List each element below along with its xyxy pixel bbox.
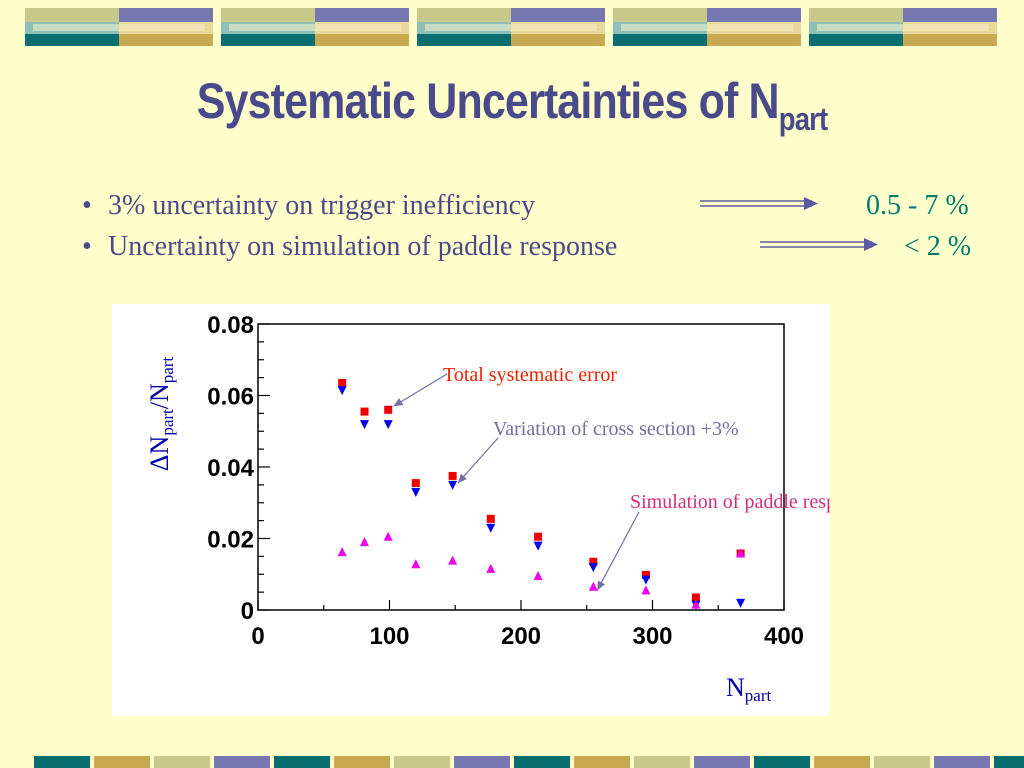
y-axis-label-sub2: part xyxy=(158,357,177,384)
data-point-triangle-down xyxy=(360,420,370,430)
x-axis-label-n: N xyxy=(726,673,745,702)
result-trigger-inefficiency: 0.5 - 7 % xyxy=(866,190,969,221)
data-point-triangle-up xyxy=(588,581,598,591)
data-point-triangle-down xyxy=(486,523,496,533)
data-point-triangle-down xyxy=(588,563,598,573)
data-point-triangle-up xyxy=(383,531,393,541)
annotation-label: Variation of cross section +3% xyxy=(493,418,739,440)
data-point-triangle-down xyxy=(736,598,746,608)
data-point-triangle-up xyxy=(486,563,496,573)
data-point-square xyxy=(360,407,369,416)
y-axis-label-n: N xyxy=(145,435,174,454)
data-point-triangle-down xyxy=(337,386,347,396)
right-arrow-icon xyxy=(700,197,818,210)
annotation-arrowhead xyxy=(597,580,606,591)
y-tick-label: 0.04 xyxy=(207,455,254,482)
band-block xyxy=(334,756,390,768)
annotation-arrow xyxy=(393,373,448,407)
x-tick-label: 100 xyxy=(369,623,409,650)
band-block xyxy=(221,8,409,46)
band-block xyxy=(934,756,990,768)
x-tick-label: 400 xyxy=(764,623,804,650)
x-tick-label: 0 xyxy=(251,623,264,650)
annotation-arrow xyxy=(596,511,640,591)
result-paddle-response: < 2 % xyxy=(904,231,972,262)
data-point-triangle-up xyxy=(533,571,543,581)
band-block xyxy=(417,8,605,46)
bullet-glyph: • xyxy=(82,190,92,221)
band-block xyxy=(634,756,690,768)
band-block xyxy=(214,756,270,768)
data-point-triangle-up xyxy=(641,585,651,595)
y-tick-label: 0.06 xyxy=(207,384,254,411)
data-point-square xyxy=(534,532,543,541)
bullet-glyph: • xyxy=(82,231,92,262)
band-block xyxy=(514,756,570,768)
x-axis-label: Npart xyxy=(726,673,771,705)
band-block xyxy=(613,8,801,46)
band-block xyxy=(25,8,213,46)
slide-title-subscript: part xyxy=(778,101,828,137)
data-point-triangle-up xyxy=(691,599,701,609)
x-axis-label-sub: part xyxy=(745,686,772,705)
data-point-triangle-down xyxy=(533,541,543,551)
annotation-arrow xyxy=(457,437,499,484)
bottom-decorative-band xyxy=(34,756,1024,768)
data-point-square xyxy=(448,471,457,480)
y-axis-label: ΔNpart/Npart xyxy=(145,357,177,472)
band-block xyxy=(994,756,1024,768)
bullet-trigger-inefficiency: • 3% uncertainty on trigger inefficiency xyxy=(82,190,535,222)
annotation-arrowhead xyxy=(457,473,467,484)
y-axis-label-slash: /N xyxy=(145,383,174,409)
band-block xyxy=(809,8,997,46)
band-block xyxy=(814,756,870,768)
data-point-square xyxy=(641,570,650,579)
band-block xyxy=(274,756,330,768)
band-block xyxy=(94,756,150,768)
data-point-triangle-down xyxy=(383,420,393,430)
slide-title-main: Systematic Uncertainties of N xyxy=(196,73,780,129)
band-block xyxy=(394,756,450,768)
band-block xyxy=(874,756,930,768)
data-point-triangle-up xyxy=(448,555,458,565)
data-point-triangle-down xyxy=(448,480,458,490)
y-tick-label: 0 xyxy=(241,598,254,625)
slide-title: Systematic Uncertainties of Npart xyxy=(72,72,953,137)
bullet-text: Uncertainty on simulation of paddle resp… xyxy=(108,231,618,262)
top-decorative-band xyxy=(25,8,997,46)
bullet-paddle-response: • Uncertainty on simulation of paddle res… xyxy=(82,231,617,263)
band-block xyxy=(34,756,90,768)
annotation-label: Total systematic error xyxy=(443,364,617,386)
band-block xyxy=(754,756,810,768)
x-tick-label: 300 xyxy=(632,623,672,650)
data-point-square xyxy=(411,479,420,488)
band-block xyxy=(154,756,210,768)
plot-panel: 0 100 200 300 400 0 0.02 0.04 0.06 0.08 Total sys… xyxy=(112,304,830,716)
data-point-triangle-up xyxy=(411,559,421,569)
data-point-triangle-up xyxy=(360,537,370,547)
data-point-square xyxy=(384,405,393,414)
bullet-text: 3% uncertainty on trigger inefficiency xyxy=(108,190,536,221)
scatter-chart: 0 100 200 300 400 0 0.02 0.04 0.06 0.08 Total sys… xyxy=(145,312,830,705)
data-point-triangle-up xyxy=(736,548,746,558)
data-point-square xyxy=(338,378,347,387)
data-point-square xyxy=(486,514,495,523)
data-point-triangle-down xyxy=(411,488,421,498)
band-block xyxy=(694,756,750,768)
data-point-triangle-down xyxy=(641,575,651,585)
data-point-triangle-up xyxy=(337,547,347,557)
y-axis-label-sub1: part xyxy=(158,409,177,436)
x-tick-label: 200 xyxy=(501,623,541,650)
y-tick-label: 0.02 xyxy=(207,527,254,554)
band-block xyxy=(454,756,510,768)
data-point-square xyxy=(589,557,598,566)
y-axis-label-delta: Δ xyxy=(145,454,174,471)
right-arrow-icon xyxy=(760,238,878,251)
band-block xyxy=(574,756,630,768)
annotation-label: Simulation of paddle response xyxy=(630,491,830,513)
annotation-arrowhead xyxy=(393,398,404,407)
y-tick-label: 0.08 xyxy=(207,312,254,339)
data-point-square xyxy=(691,593,700,602)
